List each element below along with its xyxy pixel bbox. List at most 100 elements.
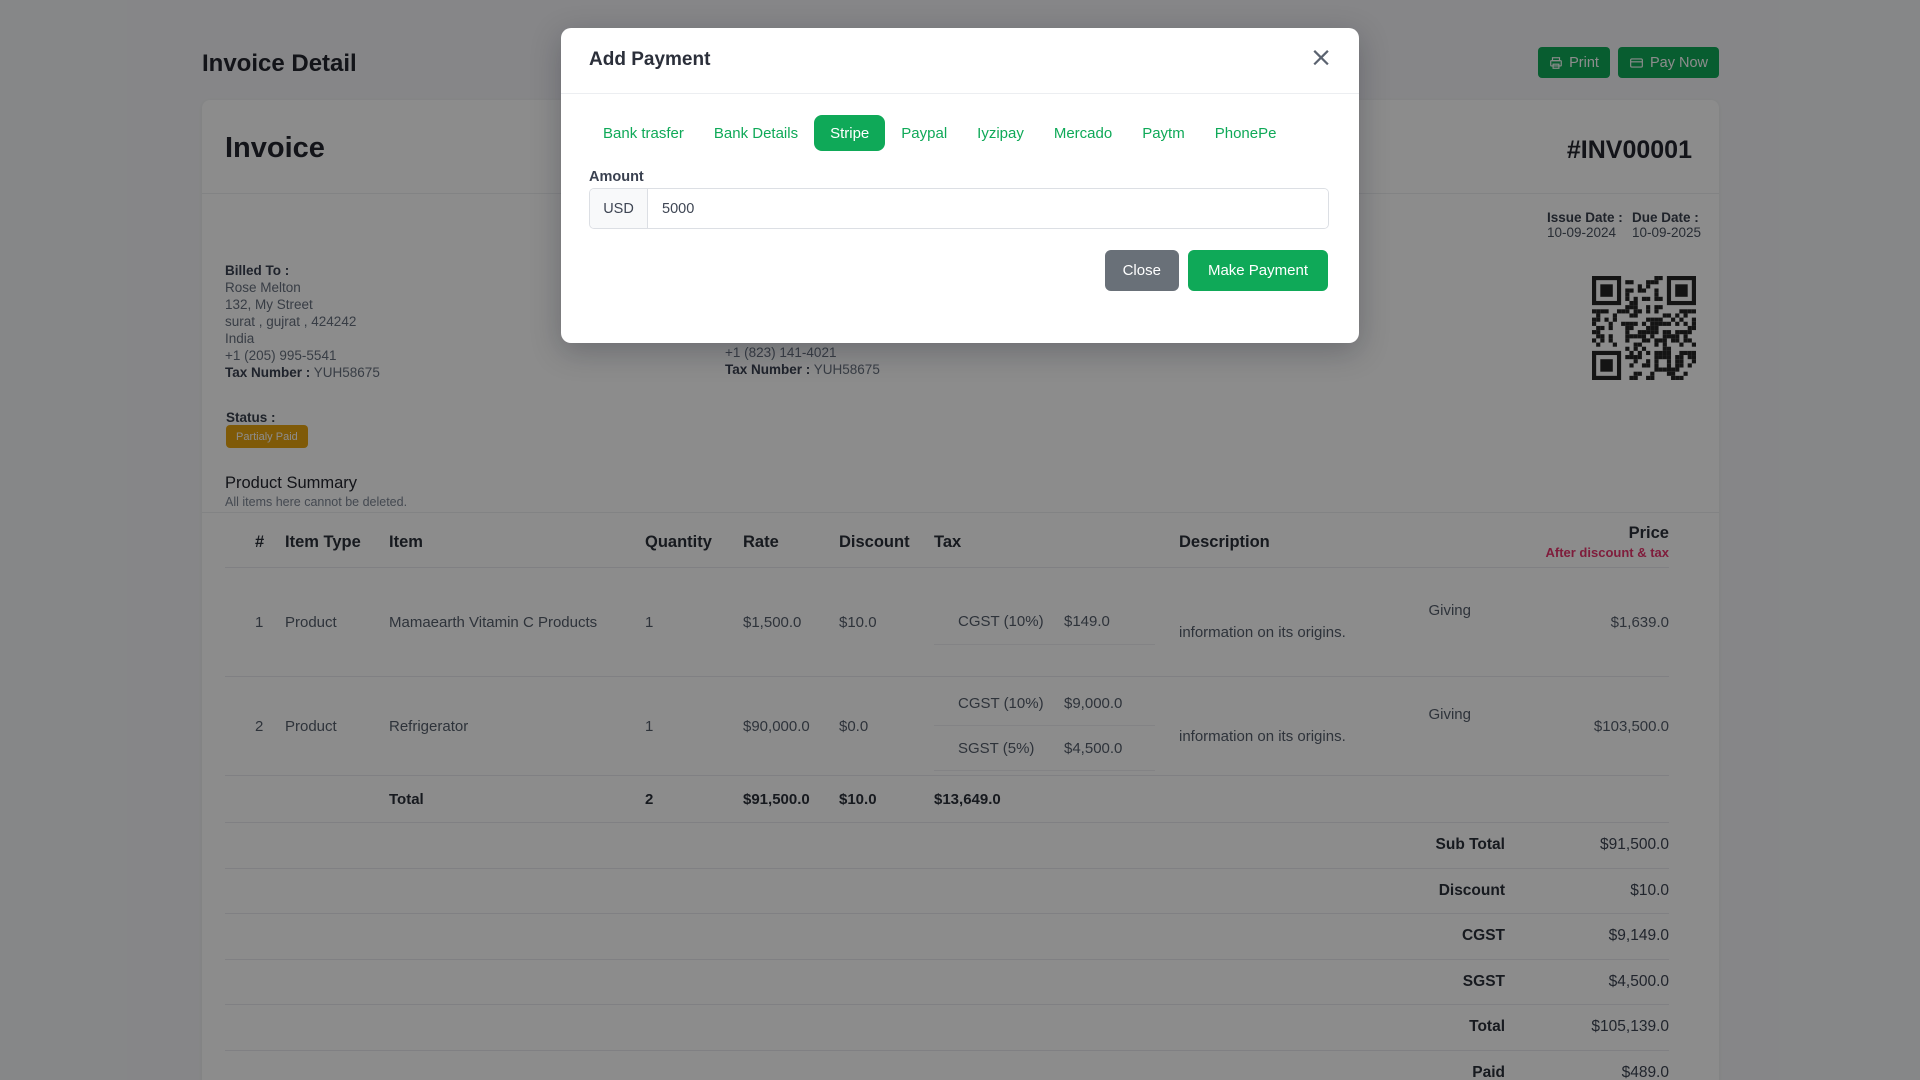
summary-label: CGST	[1461, 927, 1505, 945]
divider	[561, 93, 1359, 94]
issue-date-label: Issue Date :	[1547, 210, 1623, 225]
col-header-description: Description	[1179, 533, 1270, 551]
cell-price: $103,500.0	[1593, 717, 1669, 735]
summary-value: $9,149.0	[1608, 927, 1669, 945]
invoice-card: Invoice #INV00001 Billed To : Rose Melto…	[202, 100, 1719, 1080]
payment-method-tabs: Bank trasfer Bank Details Stripe Paypal …	[589, 115, 1290, 151]
add-payment-modal: Add Payment × Bank trasfer Bank Details …	[561, 28, 1359, 343]
print-label: Print	[1569, 54, 1599, 71]
cell-description: Giving information on its origins.	[1179, 602, 1471, 641]
payment-method-tab[interactable]: Stripe	[814, 115, 886, 151]
payment-method-tab[interactable]: Paytm	[1128, 115, 1199, 151]
due-date-label: Due Date :	[1632, 210, 1699, 225]
summary-value: $4,500.0	[1608, 972, 1669, 990]
pay-now-button[interactable]: Pay Now	[1617, 47, 1719, 78]
billed-to-block: Billed To : Rose Melton 132, My Street sur…	[225, 262, 380, 381]
table-row: 1 Product Mamaearth Vitamin C Products 1…	[225, 568, 1669, 677]
product-table: # Item Type Item Quantity Rate Discount …	[225, 518, 1669, 1080]
col-header-tax: Tax	[934, 533, 962, 551]
cell-discount: $10.0	[839, 613, 877, 631]
status-label: Status :	[226, 410, 276, 425]
summary-row: Discount $10.0	[225, 869, 1669, 914]
summary-section: Sub Total $91,500.0 Discount $10.0 CGST …	[225, 823, 1669, 1080]
tax-amount: $4,500.0	[1064, 739, 1123, 757]
total-quantity: 2	[645, 790, 654, 808]
total-tax: $13,649.0	[934, 790, 1001, 808]
billed-to-tax: Tax Number : YUH58675	[225, 365, 380, 380]
close-button[interactable]: Close	[1104, 250, 1179, 291]
invoice-number: #INV00001	[1566, 136, 1692, 164]
currency-addon: USD	[590, 189, 648, 228]
close-icon[interactable]: ×	[1303, 40, 1339, 76]
total-label: Total	[389, 790, 424, 808]
status-badge: Partialy Paid	[226, 425, 308, 448]
due-date-block: Due Date : 10-09-2025	[1632, 210, 1701, 240]
summary-label: Sub Total	[1435, 836, 1505, 854]
billed-to-line: 132, My Street	[225, 297, 313, 312]
summary-row: Sub Total $91,500.0	[225, 823, 1669, 869]
summary-value: $105,139.0	[1591, 1018, 1669, 1036]
amount-input-group: USD	[589, 188, 1329, 229]
billed-to-line: surat , gujrat , 424242	[225, 314, 357, 329]
billed-to-line: +1 (205) 995-5541	[225, 348, 337, 363]
payment-method-tab[interactable]: Bank Details	[700, 115, 812, 151]
col-header-num: #	[255, 533, 265, 551]
billed-to-line: India	[225, 331, 255, 346]
product-summary-title: Product Summary	[225, 474, 358, 492]
pay-now-label: Pay Now	[1649, 54, 1708, 71]
cell-num: 2	[255, 717, 264, 735]
col-header-item-type: Item Type	[285, 533, 361, 551]
billed-to-label: Billed To :	[225, 263, 290, 278]
make-payment-button[interactable]: Make Payment	[1187, 250, 1328, 291]
summary-row: CGST $9,149.0	[225, 914, 1669, 960]
printer-icon	[1549, 56, 1563, 70]
amount-label: Amount	[589, 169, 644, 185]
payment-method-tab[interactable]: Bank trasfer	[589, 115, 698, 151]
table-row: 2 Product Refrigerator 1 $90,000.0 $0.0 …	[225, 677, 1669, 776]
print-button[interactable]: Print	[1538, 47, 1610, 78]
summary-label: Total	[1469, 1018, 1505, 1036]
issue-date-value: 10-09-2024	[1547, 225, 1617, 240]
summary-label: SGST	[1462, 972, 1505, 990]
cell-item: Refrigerator	[389, 717, 469, 735]
col-header-rate: Rate	[743, 533, 779, 551]
tax-name: CGST (10%)	[958, 613, 1044, 630]
payment-method-tab[interactable]: PhonePe	[1201, 115, 1291, 151]
table-header-row: # Item Type Item Quantity Rate Discount …	[225, 518, 1669, 568]
invoice-heading: Invoice	[225, 132, 325, 164]
product-summary-subtitle: All items here cannot be deleted.	[225, 495, 408, 509]
tax-sub-row: CGST (10%) $9,000.0	[934, 681, 1155, 726]
tax-name: SGST (5%)	[958, 739, 1035, 757]
summary-label: Paid	[1472, 1064, 1505, 1080]
cell-quantity: 1	[645, 717, 654, 735]
payment-method-tab[interactable]: Mercado	[1040, 115, 1126, 151]
issue-date-block: Issue Date : 10-09-2024	[1547, 210, 1623, 240]
cell-item: Mamaearth Vitamin C Products	[389, 613, 598, 631]
payment-method-tab[interactable]: Paypal	[887, 115, 961, 151]
cell-item-type: Product	[285, 717, 337, 735]
col-header-item: Item	[389, 533, 423, 551]
col-header-quantity: Quantity	[645, 533, 712, 551]
shipped-to-phone: +1 (823) 141-4021	[725, 345, 837, 360]
cell-quantity: 1	[645, 613, 654, 631]
tax-amount: $149.0	[1064, 613, 1110, 630]
cell-tax: CGST (10%) $9,000.0 SGST (5%) $4,500.0	[934, 677, 1155, 775]
billed-to-line: Rose Melton	[225, 280, 301, 295]
tax-sub-row: SGST (5%) $4,500.0	[934, 726, 1155, 771]
modal-footer: Close Make Payment	[1104, 250, 1328, 291]
summary-row: Paid $489.0	[225, 1051, 1669, 1080]
cell-num: 1	[255, 613, 264, 631]
cell-discount: $0.0	[839, 717, 869, 735]
col-header-price: Price After discount & tax	[1475, 524, 1669, 562]
tax-amount: $9,000.0	[1064, 694, 1123, 712]
summary-label: Discount	[1438, 881, 1505, 899]
cell-price: $1,639.0	[1610, 613, 1669, 631]
credit-card-icon	[1629, 56, 1644, 70]
summary-row: Total $105,139.0	[225, 1005, 1669, 1051]
amount-input[interactable]	[648, 189, 1328, 228]
shipped-to-tax: Tax Number : YUH58675	[725, 362, 880, 377]
summary-row: SGST $4,500.0	[225, 960, 1669, 1005]
shipped-to-partial-block: +1 (823) 141-4021 Tax Number : YUH58675	[725, 344, 880, 378]
payment-method-tab[interactable]: Iyzipay	[963, 115, 1038, 151]
